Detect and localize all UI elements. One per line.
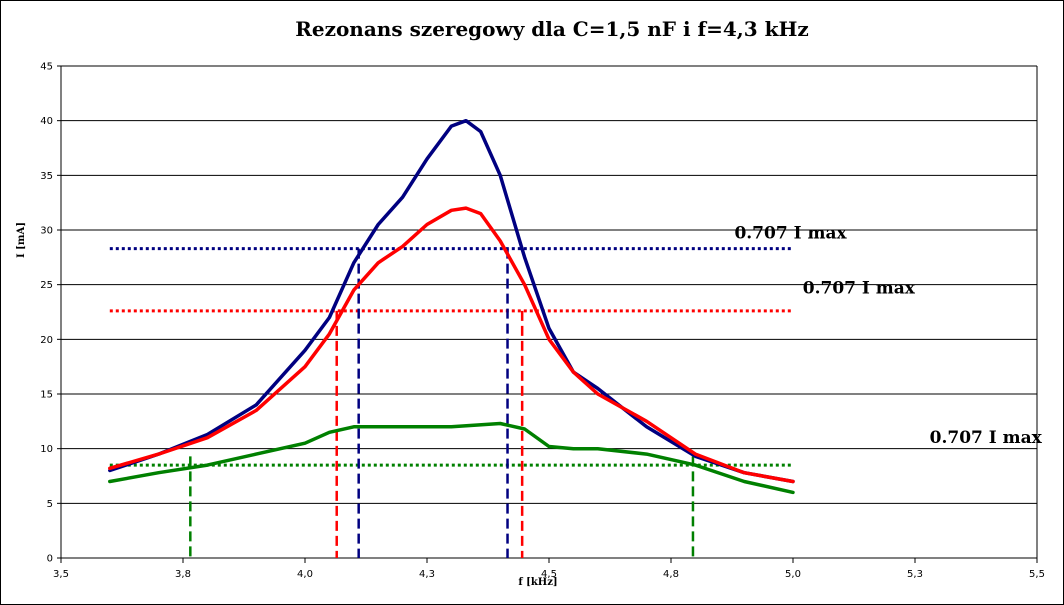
threshold-label-0: 0.707 I max [734, 224, 847, 244]
tick-label-x-4: 4,5 [541, 569, 557, 580]
axes: 0 5 10 15 20 25 30 35 40 45 3,5 3,8 4,0 4,3 4,5 4,8 5,0 5… [40, 62, 1045, 581]
tick-label-x-3: 4,3 [419, 569, 435, 580]
tick-label-y-0: 0 [47, 554, 53, 565]
series-line-1 [108, 206, 795, 484]
tick-label-x-8: 5,5 [1029, 569, 1045, 580]
chart-title: Rezonans szeregowy dla C=1,5 nF i f=4,3 … [295, 17, 808, 41]
series-lines [108, 118, 795, 495]
x-axis-label: f [kHz] [518, 577, 557, 588]
tick-label-y-2: 10 [40, 444, 53, 455]
annotations: 0.707 I max 0.707 I max 0.707 I max [734, 224, 1042, 448]
tick-label-x-0: 3,5 [53, 569, 69, 580]
tick-label-y-6: 30 [40, 226, 53, 237]
threshold-label-2: 0.707 I max [930, 428, 1043, 448]
series-line-2 [108, 421, 795, 495]
tick-label-y-7: 35 [40, 171, 53, 182]
tick-label-x-2: 4,0 [297, 569, 313, 580]
tick-label-x-5: 4,8 [663, 569, 679, 580]
threshold-label-1: 0.707 I max [803, 278, 916, 298]
tick-label-y-1: 5 [47, 499, 53, 510]
tick-label-y-8: 40 [40, 116, 53, 127]
vertical-markers [189, 248, 695, 558]
tick-label-y-3: 15 [40, 390, 53, 401]
tick-label-x-7: 5,3 [907, 569, 923, 580]
grid-lines [61, 65, 1037, 559]
tick-label-y-5: 25 [40, 280, 53, 291]
y-axis-label: I [mA] [16, 222, 27, 258]
tick-label-x-6: 5,0 [785, 569, 801, 580]
tick-label-y-4: 20 [40, 335, 53, 346]
tick-label-x-1: 3,8 [175, 569, 191, 580]
tick-label-y-9: 45 [40, 62, 53, 73]
